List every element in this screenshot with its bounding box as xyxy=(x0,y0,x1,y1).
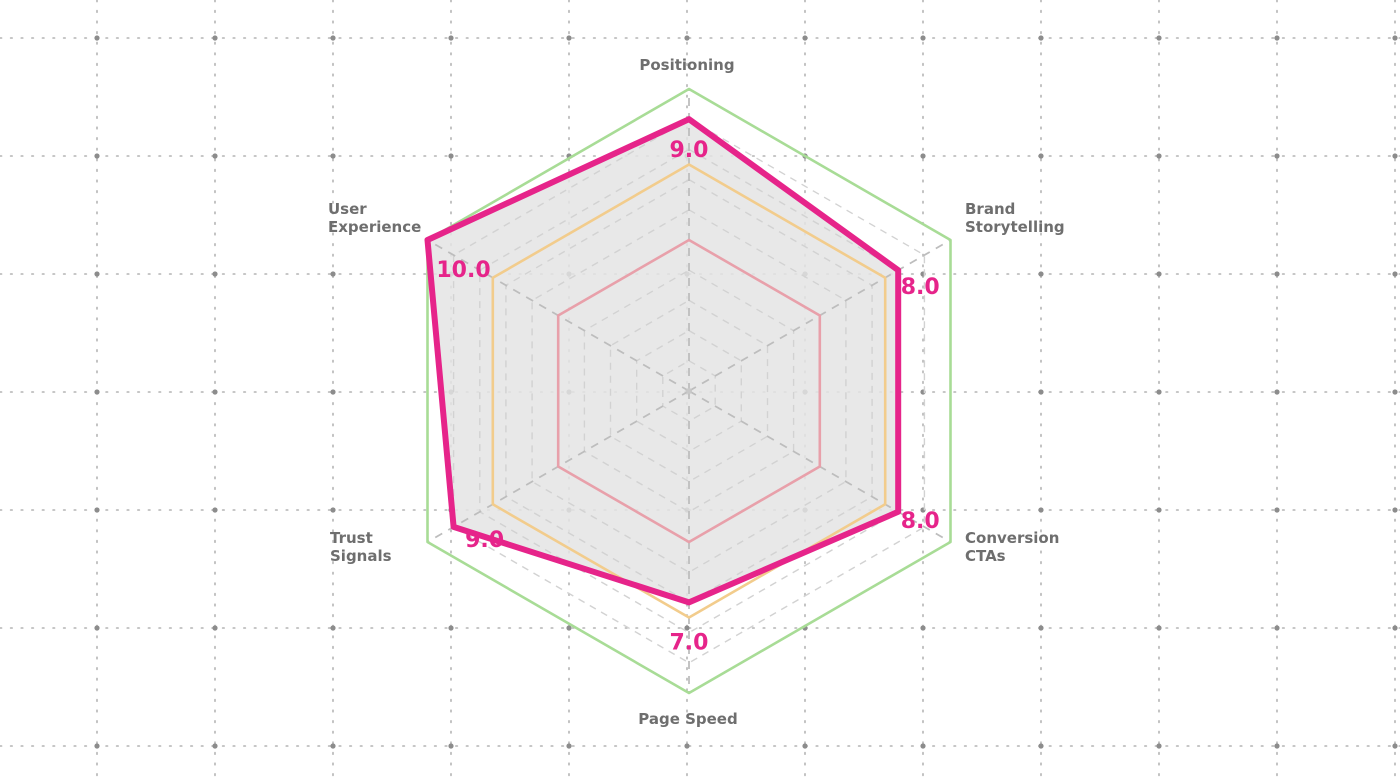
grid-dot xyxy=(1038,507,1044,513)
grid-dot xyxy=(566,743,572,749)
axis-label-line: Positioning xyxy=(639,56,734,74)
grid-dot xyxy=(1392,389,1398,395)
grid-dot xyxy=(94,35,100,41)
grid-dot xyxy=(684,625,690,631)
grid-dot xyxy=(94,153,100,159)
grid-dot xyxy=(212,507,218,513)
axis-label: Brand Storytelling xyxy=(965,200,1065,236)
grid-dot xyxy=(94,389,100,395)
grid-dot xyxy=(920,153,926,159)
data-area-fill xyxy=(427,119,899,603)
grid-dot xyxy=(1156,35,1162,41)
grid-dot xyxy=(1156,743,1162,749)
grid-dot xyxy=(330,35,336,41)
axis-label-line: Signals xyxy=(330,547,392,565)
grid-dot xyxy=(94,743,100,749)
grid-dot xyxy=(330,625,336,631)
grid-dot xyxy=(802,743,808,749)
value-label: 9.0 xyxy=(465,528,504,553)
grid-dot xyxy=(330,389,336,395)
grid-dot xyxy=(1038,153,1044,159)
value-label: 8.0 xyxy=(901,275,940,300)
grid-dot xyxy=(1038,625,1044,631)
grid-dot xyxy=(330,743,336,749)
grid-dot xyxy=(1038,271,1044,277)
center-point xyxy=(686,388,692,394)
grid-dot xyxy=(920,35,926,41)
grid-dot xyxy=(1274,35,1280,41)
grid-dot xyxy=(1392,35,1398,41)
axis-label-line: CTAs xyxy=(965,547,1006,565)
axis-label: Conversion CTAs xyxy=(965,529,1059,565)
grid-dot xyxy=(448,743,454,749)
value-label: 9.0 xyxy=(670,138,709,163)
grid-dot xyxy=(212,625,218,631)
grid-dot xyxy=(1038,743,1044,749)
grid-dot xyxy=(1274,743,1280,749)
grid-dot xyxy=(1392,153,1398,159)
axis-label-line: Experience xyxy=(328,218,421,236)
axis-label-line: Trust xyxy=(330,529,373,547)
grid-dot xyxy=(920,743,926,749)
grid-dot xyxy=(330,153,336,159)
grid-dot xyxy=(94,507,100,513)
grid-dot xyxy=(448,625,454,631)
grid-dot xyxy=(212,389,218,395)
grid-dot xyxy=(212,743,218,749)
grid-dot xyxy=(94,625,100,631)
grid-dot xyxy=(212,271,218,277)
grid-dot xyxy=(330,507,336,513)
data-series-line xyxy=(424,116,902,606)
grid-dot xyxy=(1274,389,1280,395)
grid-dot xyxy=(1156,271,1162,277)
value-label: 8.0 xyxy=(901,509,940,534)
grid-dot xyxy=(1392,743,1398,749)
grid-dot xyxy=(1274,271,1280,277)
axis-label-line: Page Speed xyxy=(638,710,737,728)
reference-ring xyxy=(491,163,887,619)
grid-dot xyxy=(684,35,690,41)
axis-label: User Experience xyxy=(328,200,421,236)
axis-label-line: Brand xyxy=(965,200,1015,218)
grid-dot xyxy=(448,35,454,41)
grid-dot xyxy=(94,271,100,277)
axis-label-line: User xyxy=(328,200,367,218)
grid-dot xyxy=(1274,507,1280,513)
value-label: 7.0 xyxy=(670,630,709,655)
grid-dot xyxy=(1038,389,1044,395)
grid-dot xyxy=(212,35,218,41)
axis-label-line: Conversion xyxy=(965,529,1059,547)
grid-dot xyxy=(1156,625,1162,631)
grid-dot xyxy=(802,35,808,41)
value-label: 10.0 xyxy=(436,258,490,283)
grid-dot xyxy=(330,271,336,277)
grid-dot xyxy=(1038,35,1044,41)
grid-dot xyxy=(1392,271,1398,277)
axis-label: Trust Signals xyxy=(330,529,392,565)
grid-dot xyxy=(684,743,690,749)
grid-dot xyxy=(566,35,572,41)
grid-dot xyxy=(920,625,926,631)
grid-dot xyxy=(1274,153,1280,159)
reference-ring xyxy=(556,238,822,544)
grid-dot xyxy=(1156,389,1162,395)
grid-dot xyxy=(1392,625,1398,631)
axis-label: Page Speed xyxy=(638,710,737,728)
grid-dot xyxy=(1156,507,1162,513)
grid-dot xyxy=(566,625,572,631)
grid-dot xyxy=(1156,153,1162,159)
axis-label: Positioning xyxy=(639,56,734,74)
grid-dot xyxy=(1274,625,1280,631)
axis-label-line: Storytelling xyxy=(965,218,1065,236)
grid-dot xyxy=(212,153,218,159)
grid-dot xyxy=(448,153,454,159)
grid-dot xyxy=(1392,507,1398,513)
